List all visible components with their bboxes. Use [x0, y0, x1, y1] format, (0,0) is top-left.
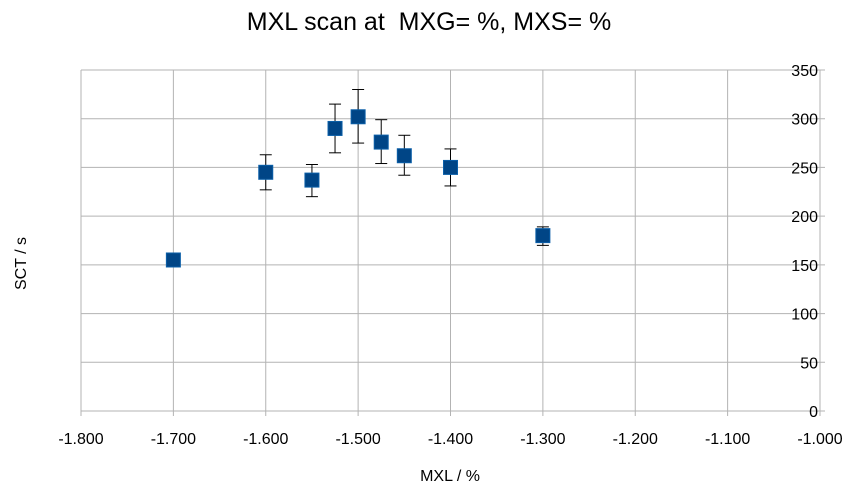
tick-label-layer: -1.800 -1.700 -1.600 -1.500 -1.400 -1.300 -1.2…: [58, 63, 842, 448]
x-tick-label: -1.600: [243, 431, 288, 448]
y-tick-label: 200: [791, 209, 818, 226]
axis-layer: [80, 69, 821, 412]
data-point: [304, 172, 320, 188]
data-point: [350, 109, 366, 125]
y-tick-label: 300: [791, 112, 818, 129]
y-tick-label: 0: [809, 404, 818, 421]
y-tick-label: 100: [791, 307, 818, 324]
data-point: [327, 120, 343, 136]
x-tick-label: -1.100: [705, 431, 750, 448]
chart-title: MXL scan at MXG= %, MXS= %: [246, 8, 612, 36]
x-tick-label: -1.400: [428, 431, 473, 448]
data-point: [258, 164, 274, 180]
data-point-layer: [165, 109, 551, 268]
grid-layer: [80, 69, 825, 416]
x-tick-label: -1.200: [613, 431, 658, 448]
y-tick-label: 150: [791, 258, 818, 275]
x-tick-label: -1.300: [520, 431, 565, 448]
x-tick-label: -1.000: [797, 431, 842, 448]
y-tick-label: 250: [791, 160, 818, 177]
data-point: [373, 134, 389, 150]
data-point: [396, 148, 412, 164]
y-tick-label: 350: [791, 63, 818, 80]
x-tick-label: -1.700: [151, 431, 196, 448]
x-axis-title: MXL / %: [420, 468, 480, 485]
x-tick-label: -1.500: [335, 431, 380, 448]
data-point: [165, 252, 181, 268]
y-tick-label: 50: [800, 355, 818, 372]
data-point: [443, 159, 458, 175]
data-point: [535, 228, 551, 244]
x-tick-label: -1.800: [58, 431, 103, 448]
